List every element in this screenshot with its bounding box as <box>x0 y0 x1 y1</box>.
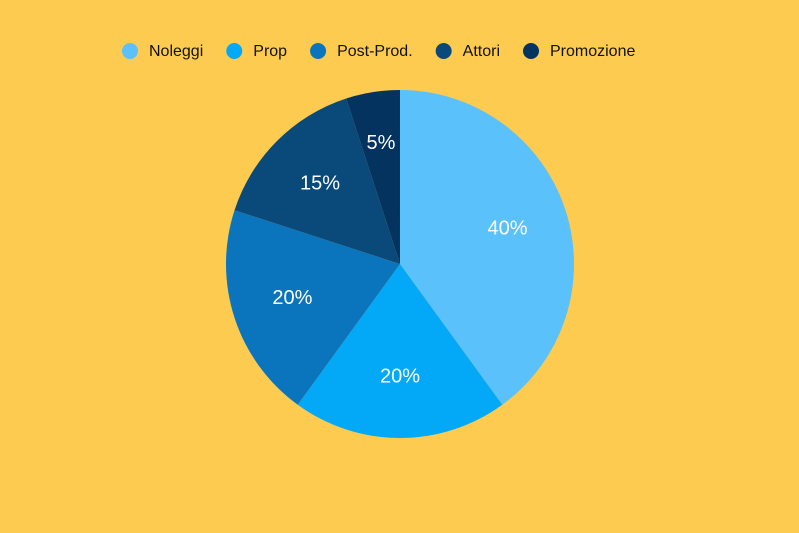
data-label: 20% <box>272 287 312 309</box>
legend-label: Attori <box>463 43 500 60</box>
legend-marker <box>226 43 243 59</box>
pie-slice <box>234 98 400 264</box>
data-label: 20% <box>380 365 420 387</box>
pie-slice <box>297 264 503 439</box>
pie-slice <box>400 90 574 405</box>
legend-label: Noleggi <box>149 43 203 60</box>
pie-slice <box>346 90 400 264</box>
legend-label: Prop <box>253 43 287 60</box>
legend-marker <box>523 43 539 59</box>
legend-marker <box>435 43 452 59</box>
legend-marker <box>310 43 327 59</box>
data-label: 40% <box>488 217 528 239</box>
legend-label: Promozione <box>550 43 635 60</box>
legend-label: Post-Prod. <box>337 43 413 60</box>
data-label: 15% <box>300 172 340 194</box>
legend-marker <box>122 43 138 59</box>
pie-slice <box>226 210 400 405</box>
data-label: 5% <box>366 132 395 154</box>
